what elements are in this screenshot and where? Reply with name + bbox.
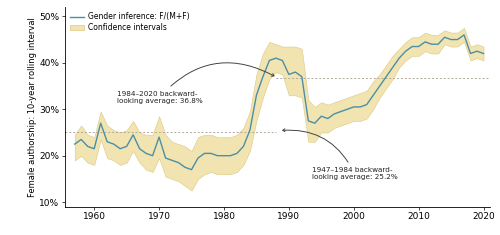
Legend: Gender inference: F/(M+F), Confidence intervals: Gender inference: F/(M+F), Confidence in… [69,11,191,34]
Y-axis label: Female authorship: 10-year rolling interval: Female authorship: 10-year rolling inter… [28,17,36,197]
Text: 1984–2020 backward-
looking average: 36.8%: 1984–2020 backward- looking average: 36.… [117,63,274,104]
Text: 1947–1984 backward-
looking average: 25.2%: 1947–1984 backward- looking average: 25.… [283,129,398,180]
